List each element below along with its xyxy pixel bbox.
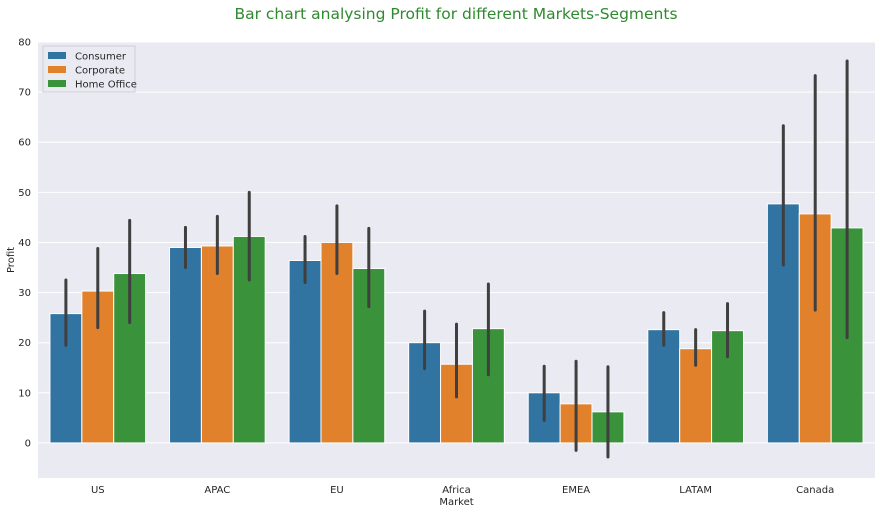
y-tick-label: 80 — [18, 38, 31, 49]
legend-swatch — [48, 52, 66, 59]
bar-eu-consumer — [288, 260, 322, 444]
y-tick-label: 60 — [18, 138, 31, 149]
y-tick-label: 30 — [18, 288, 31, 299]
legend-label: Corporate — [75, 66, 125, 77]
y-tick-label: 40 — [18, 238, 31, 249]
error-bars — [64, 59, 849, 459]
bar-apac-consumer — [169, 246, 202, 444]
legend-swatch — [48, 66, 66, 73]
y-axis-label: Profit — [6, 247, 17, 273]
y-axis-ticks: 0 10 20 30 40 50 60 70 80 — [18, 38, 31, 450]
chart-title: Bar chart analysing Profit for different… — [234, 5, 678, 23]
x-tick-label: LATAM — [679, 485, 712, 496]
x-axis-ticks: US APAC EU Africa EMEA LATAM Canada — [91, 485, 834, 496]
y-tick-label: 20 — [18, 338, 31, 349]
x-tick-label: APAC — [204, 485, 230, 496]
bar-apac-corporate — [200, 245, 234, 444]
y-tick-label: 70 — [18, 88, 31, 99]
x-tick-label: Africa — [442, 485, 471, 496]
x-tick-label: Canada — [796, 485, 834, 496]
x-tick-label: EMEA — [562, 485, 590, 496]
y-tick-label: 50 — [18, 188, 31, 199]
legend-swatch — [48, 80, 66, 87]
legend: Consumer Corporate Home Office — [42, 45, 137, 93]
x-axis-label: Market — [439, 497, 473, 508]
legend-label: Home Office — [75, 80, 137, 91]
bars — [49, 203, 864, 444]
y-tick-label: 10 — [18, 388, 31, 399]
bar-latam-consumer — [647, 329, 681, 444]
x-tick-label: EU — [330, 485, 344, 496]
x-tick-label: US — [91, 485, 105, 496]
y-tick-label: 0 — [25, 438, 31, 449]
legend-label: Consumer — [75, 52, 127, 63]
